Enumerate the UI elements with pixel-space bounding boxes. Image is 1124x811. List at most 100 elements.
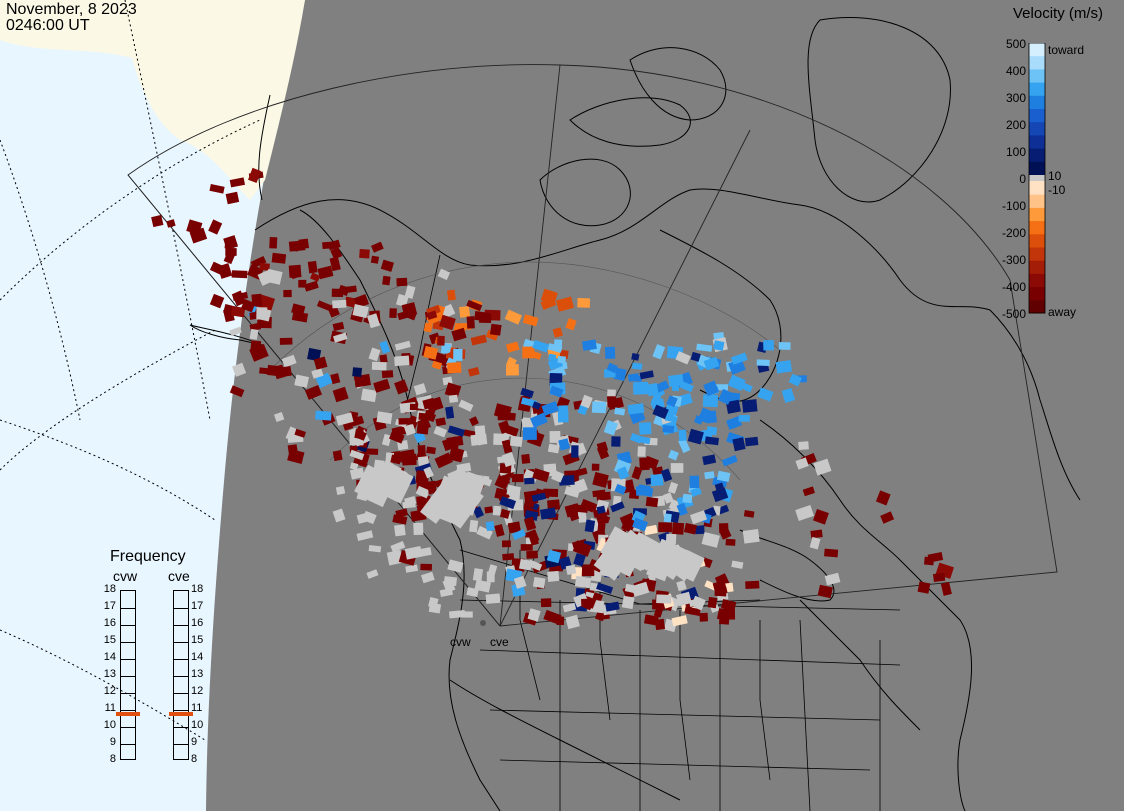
velocity-cell <box>522 314 539 327</box>
velocity-cell <box>209 184 225 194</box>
velocity-cell <box>592 489 606 498</box>
velocity-cell <box>675 351 691 365</box>
velocity-cell <box>466 316 475 329</box>
frequency-tick-label: 14 <box>191 651 204 663</box>
velocity-cell <box>606 395 618 408</box>
velocity-cell <box>682 493 693 504</box>
velocity-cell <box>730 352 748 365</box>
velocity-cell <box>423 322 433 333</box>
velocity-cell <box>472 568 484 582</box>
velocity-cell <box>549 385 564 398</box>
velocity-cell <box>322 241 334 250</box>
velocity-cell <box>281 354 297 368</box>
velocity-cell <box>788 373 802 387</box>
velocity-cell <box>368 347 381 362</box>
velocity-cell <box>474 425 486 436</box>
velocity-cell <box>397 310 409 321</box>
velocity-cell <box>643 524 658 536</box>
frequency-scale-gridline <box>121 625 135 626</box>
velocity-cell <box>349 449 365 461</box>
velocity-cell <box>667 374 684 387</box>
velocity-cell <box>151 214 164 228</box>
velocity-cell <box>580 394 593 409</box>
velocity-cell <box>573 553 586 567</box>
frequency-scale-gridline <box>174 693 188 694</box>
colorbar-neg-threshold: -10 <box>1048 183 1066 197</box>
velocity-cell <box>353 373 371 388</box>
velocity-cell <box>824 548 839 558</box>
velocity-cell <box>631 352 640 361</box>
velocity-cell <box>631 581 650 597</box>
frequency-scale-cvw <box>120 590 136 760</box>
velocity-cell <box>390 541 406 553</box>
velocity-cell <box>539 507 557 520</box>
velocity-cell <box>231 290 246 307</box>
frequency-scale-gridline <box>121 710 135 711</box>
velocity-cell <box>654 618 666 631</box>
velocity-cell <box>778 342 791 350</box>
velocity-cell <box>511 528 526 541</box>
velocity-cell <box>523 516 537 531</box>
velocity-cell <box>757 387 774 402</box>
colorbar-toward-segment <box>1029 109 1045 123</box>
velocity-cell <box>663 513 672 523</box>
frequency-tick-label: 10 <box>191 719 204 731</box>
velocity-cell <box>469 416 479 427</box>
frequency-scale-gridline <box>174 676 188 677</box>
frequency-scale-gridline <box>174 625 188 626</box>
velocity-cell <box>506 356 517 368</box>
colorbar-pos-threshold: 10 <box>1048 169 1062 183</box>
colorbar-toward-segment <box>1029 161 1045 176</box>
frequency-scale-cve <box>173 590 189 760</box>
velocity-colorbar: Velocity (m/s) 500 400 300 200 100 0 -100 -200 -… <box>1002 5 1121 321</box>
velocity-cell <box>526 550 539 559</box>
velocity-cell <box>433 425 448 438</box>
velocity-cell <box>735 380 753 393</box>
colorbar-tick-label: 300 <box>1005 91 1026 105</box>
velocity-cell <box>394 340 411 351</box>
velocity-cell <box>558 438 571 451</box>
velocity-cell <box>229 385 245 398</box>
velocity-cell <box>810 529 823 539</box>
velocity-cell <box>658 522 673 533</box>
colorbar-away-segment <box>1029 220 1045 235</box>
velocity-cell <box>701 531 720 548</box>
velocity-cell <box>394 379 409 395</box>
velocity-cell <box>344 296 358 308</box>
velocity-cell <box>650 473 664 487</box>
velocity-cell <box>511 473 524 483</box>
velocity-cell <box>596 582 614 594</box>
colorbar-away-segment <box>1029 273 1045 288</box>
velocity-cell <box>291 311 309 323</box>
velocity-cell <box>549 373 563 386</box>
velocity-cell <box>257 294 276 312</box>
velocity-cell <box>484 506 493 514</box>
frequency-tick-label: 15 <box>191 634 204 646</box>
velocity-cell <box>775 360 792 374</box>
velocity-cell <box>572 504 589 513</box>
velocity-cell <box>392 514 408 525</box>
velocity-cell <box>513 575 527 589</box>
velocity-cell <box>224 240 234 249</box>
velocity-cell <box>426 310 438 320</box>
frequency-scale-gridline <box>174 642 188 643</box>
velocity-cell <box>522 346 535 359</box>
velocity-cell <box>415 485 430 499</box>
velocity-cell <box>581 564 595 577</box>
alaska-land-daylight <box>120 0 305 200</box>
velocity-cell <box>688 598 701 607</box>
velocity-cell <box>360 388 377 403</box>
velocity-cell <box>283 289 292 298</box>
velocity-cell <box>405 564 419 573</box>
velocity-cell <box>331 288 344 298</box>
colorbar-away-segment <box>1029 194 1045 208</box>
frequency-tick-label: 8 <box>191 753 198 765</box>
velocity-cell <box>690 486 702 497</box>
velocity-cell <box>458 399 474 412</box>
velocity-cell <box>388 430 405 444</box>
frequency-tick-label: 11 <box>191 702 203 714</box>
velocity-cell <box>413 522 424 536</box>
velocity-cell <box>672 522 685 535</box>
velocity-cell <box>671 615 688 627</box>
